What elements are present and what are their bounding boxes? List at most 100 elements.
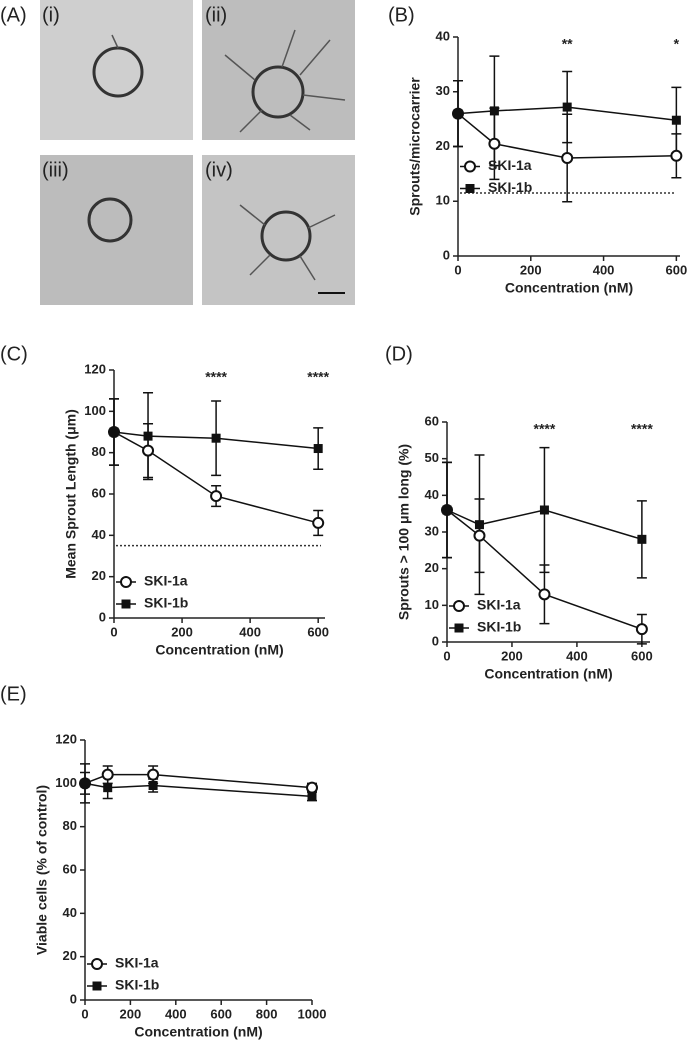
y-tick-label: 0 — [70, 991, 77, 1006]
marker — [538, 588, 551, 601]
x-tick-label: 600 — [307, 624, 329, 639]
x-tick-label: 1000 — [298, 1006, 327, 1021]
significance: **** — [631, 421, 653, 437]
x-tick-label: 600 — [666, 262, 688, 277]
significance: ** — [562, 36, 573, 52]
y-tick-label: 20 — [63, 948, 77, 963]
y-tick-label: 20 — [92, 568, 106, 583]
x-axis-label: Concentration (nM) — [155, 642, 283, 658]
y-tick-label: 0 — [99, 609, 106, 624]
marker — [142, 444, 155, 457]
y-tick-label: 120 — [55, 731, 77, 746]
legend-marker — [464, 160, 476, 173]
series-line — [457, 106, 677, 121]
marker — [670, 149, 683, 162]
legend-marker — [91, 958, 103, 970]
y-axis-label: Mean Sprout Length (μm) — [63, 409, 79, 579]
panel-label: (A) — [0, 4, 27, 26]
marker — [635, 623, 648, 636]
legend-marker — [120, 576, 132, 588]
legend-marker — [92, 981, 102, 991]
significance: * — [674, 36, 680, 52]
image-label: (i) — [42, 4, 60, 26]
marker — [147, 768, 160, 781]
marker — [561, 151, 574, 164]
marker — [489, 106, 499, 116]
legend-marker — [465, 184, 475, 193]
y-axis-label: Sprouts > 100 μm long (%) — [396, 444, 412, 620]
series-line — [113, 431, 319, 524]
series-line — [446, 509, 643, 541]
x-tick-label: 200 — [120, 1006, 142, 1021]
y-tick-label: 100 — [84, 403, 106, 418]
image-label: (iv) — [205, 159, 233, 181]
x-axis-label: Concentration (nM) — [505, 280, 633, 296]
x-tick-label: 200 — [171, 624, 193, 639]
x-tick-label: 400 — [239, 624, 261, 639]
y-tick-label: 0 — [443, 247, 450, 262]
significance: **** — [534, 421, 556, 437]
legend-label: SKI-1b — [488, 179, 532, 195]
legend-label: SKI-1a — [488, 157, 532, 173]
panel-label: (D) — [385, 343, 413, 365]
marker — [671, 115, 681, 125]
x-tick-label: 800 — [256, 1006, 278, 1021]
significance: **** — [307, 369, 329, 385]
marker — [453, 109, 463, 119]
panel-label: (E) — [0, 683, 27, 705]
y-tick-label: 30 — [425, 523, 439, 538]
x-tick-label: 400 — [566, 648, 588, 663]
y-tick-label: 40 — [425, 487, 439, 502]
marker — [474, 520, 484, 530]
micrograph — [40, 155, 193, 305]
legend-marker — [121, 599, 131, 609]
marker — [80, 778, 90, 788]
legend-marker — [453, 600, 465, 612]
series-line — [84, 773, 313, 789]
y-tick-label: 80 — [92, 444, 106, 459]
y-tick-label: 60 — [92, 485, 106, 500]
micrograph — [40, 0, 193, 140]
x-tick-label: 200 — [520, 262, 542, 277]
significance: **** — [205, 369, 227, 385]
y-tick-label: 60 — [425, 413, 439, 428]
series-line — [84, 782, 313, 798]
micrograph — [202, 155, 355, 305]
marker — [148, 781, 158, 790]
legend-label: SKI-1a — [477, 597, 521, 613]
marker — [143, 431, 153, 441]
legend-marker — [454, 623, 464, 633]
x-tick-label: 600 — [210, 1006, 232, 1021]
x-tick-label: 400 — [593, 262, 615, 277]
marker — [442, 505, 452, 515]
marker — [210, 490, 223, 503]
marker — [313, 444, 323, 454]
legend-label: SKI-1b — [477, 619, 521, 635]
y-tick-label: 40 — [63, 905, 77, 920]
x-tick-label: 0 — [443, 648, 450, 663]
y-tick-label: 0 — [432, 633, 439, 648]
y-tick-label: 40 — [436, 28, 450, 43]
x-tick-label: 400 — [165, 1006, 187, 1021]
marker — [101, 768, 114, 781]
x-tick-label: 0 — [454, 262, 461, 277]
y-axis-label: Viable cells (% of control) — [34, 785, 50, 955]
x-axis-label: Concentration (nM) — [134, 1024, 262, 1040]
y-tick-label: 100 — [55, 775, 77, 790]
marker — [637, 534, 647, 544]
series-line — [446, 509, 643, 630]
x-tick-label: 0 — [110, 624, 117, 639]
panel-label: (B) — [388, 4, 415, 26]
marker — [488, 137, 501, 150]
marker — [307, 791, 317, 801]
y-tick-label: 30 — [436, 83, 450, 98]
y-tick-label: 50 — [425, 450, 439, 465]
marker — [103, 783, 113, 793]
marker — [211, 433, 221, 443]
series-line — [113, 431, 319, 450]
x-tick-label: 200 — [501, 648, 523, 663]
marker — [562, 102, 572, 112]
series-line — [457, 113, 677, 159]
legend-label: SKI-1b — [115, 977, 159, 993]
